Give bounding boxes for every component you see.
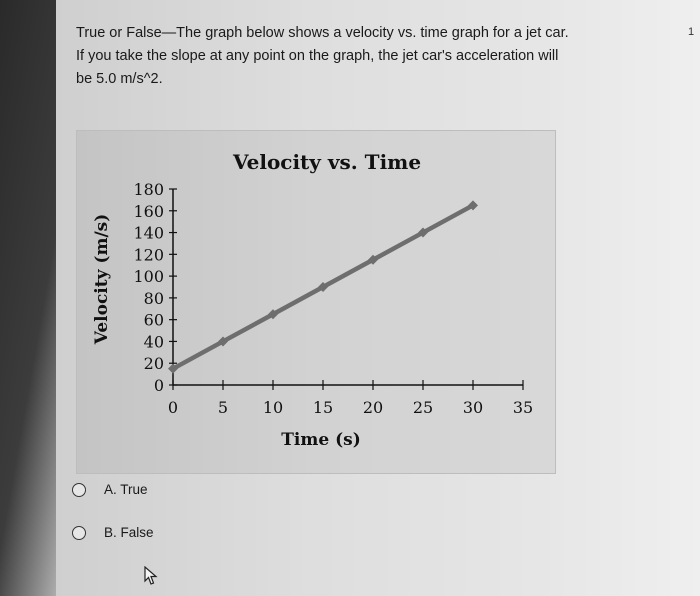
x-ticks: 0 5 10 15 20 25 30 35 [168,380,533,417]
data-point [418,227,428,238]
velocity-time-chart: Velocity vs. Time 0204060801001201401601… [92,150,533,450]
x-tick-label: 25 [413,398,433,417]
option-a-label: A. True [104,482,148,497]
radio-circle-icon[interactable] [72,482,86,497]
option-b-label: B. False [104,525,154,540]
x-tick-label: 5 [218,398,228,417]
x-axis-label: Time (s) [281,430,361,450]
y-tick-label: 160 [133,202,164,221]
chart-image: Velocity vs. Time 0 20 40 60 80 100 120 140 160 1… [76,130,556,474]
question-line-2: If you take the slope at any point on th… [76,48,559,64]
x-tick-label: 0 [168,398,178,417]
y-tick-label: 100 [133,267,164,286]
data-point [168,363,178,374]
x-tick-label: 30 [463,398,483,417]
x-tick-label: 20 [363,398,383,417]
y-tick-label: 0 [154,376,164,395]
question-line-1: True or False—The graph below shows a ve… [76,25,569,41]
option-a-true[interactable]: A. True [72,482,148,497]
y-tick-label: 40 [144,332,164,351]
series-line-group [168,200,478,374]
radio-circle-icon[interactable] [72,525,86,540]
mouse-pointer-icon [144,566,158,585]
data-point [218,336,228,347]
chart-title: Velocity vs. Time [232,150,421,174]
question-text: True or False—The graph below shows a ve… [76,22,686,91]
y-axis-label: Velocity (m/s) [92,214,112,346]
y-tick-label: 180 [133,180,164,199]
data-point [368,254,378,265]
question-number: 1 [688,26,695,38]
y-ticks: 0 20 40 60 80 100 120 140 160 180 [133,180,177,395]
data-point [268,309,278,320]
y-tick-label: 140 [133,224,164,243]
x-tick-label: 15 [313,398,333,417]
y-tick-label: 60 [144,311,164,330]
y-tick-label: 80 [144,289,164,308]
x-tick-label: 10 [263,398,283,417]
question-line-3: be 5.0 m/s^2. [76,71,163,87]
y-tick-label: 20 [144,354,164,373]
data-point [318,282,328,292]
x-tick-label: 35 [513,398,533,417]
data-point [468,200,478,211]
y-tick-label: 120 [133,245,164,264]
option-b-false[interactable]: B. False [72,525,154,540]
